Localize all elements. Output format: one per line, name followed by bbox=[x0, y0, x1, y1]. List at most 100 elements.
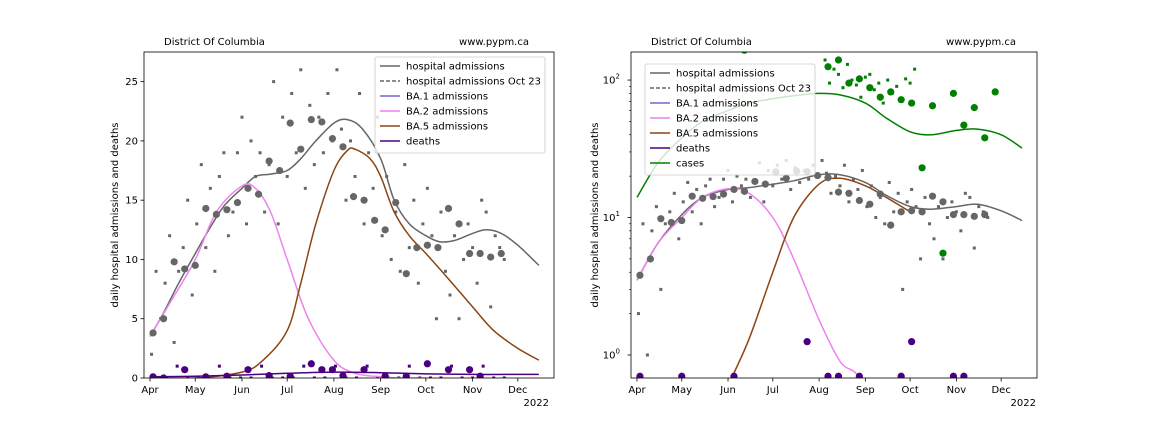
weekly-point-hospital bbox=[855, 196, 863, 205]
weekly-point-hospital bbox=[497, 249, 505, 258]
axes-frame bbox=[143, 51, 555, 379]
weekly-point-deaths bbox=[834, 372, 843, 378]
daily-point-hospital bbox=[231, 210, 235, 214]
daily-point-hospital bbox=[825, 171, 829, 175]
daily-point-hospital bbox=[362, 222, 366, 226]
daily-point-hospital bbox=[887, 180, 891, 184]
weekly-point-hospital bbox=[265, 157, 273, 165]
daily-point-hospital bbox=[860, 168, 864, 172]
weekly-point-deaths bbox=[360, 366, 368, 374]
daily-point-hospital bbox=[892, 210, 896, 214]
weekly-point-deaths bbox=[678, 372, 686, 378]
weekly-point-hospital bbox=[444, 204, 453, 213]
daily-point-hospital bbox=[448, 293, 452, 297]
daily-point-hospital bbox=[489, 305, 493, 309]
daily-point-hospital bbox=[731, 200, 734, 204]
weekly-point-cases bbox=[834, 56, 843, 64]
daily-point-cases bbox=[895, 84, 899, 88]
series-line-ba-2-admissions bbox=[149, 183, 426, 378]
y-axis-ticks: 0 5 10 15 20 25 bbox=[125, 77, 144, 385]
daily-point-hospital bbox=[941, 257, 945, 261]
daily-point-hospital bbox=[190, 293, 194, 297]
legend-entry-label: hospital admissions bbox=[406, 62, 505, 73]
x-axis-year-label: 2022 bbox=[1011, 398, 1036, 409]
weekly-point-cases bbox=[855, 75, 863, 83]
daily-point-hospital bbox=[722, 177, 726, 181]
x-tick-label: Oct bbox=[417, 385, 434, 396]
weekly-point-deaths bbox=[803, 338, 811, 346]
y-tick-exponent: 0 bbox=[616, 347, 620, 355]
weekly-point-hospital bbox=[286, 119, 294, 127]
daily-point-hospital bbox=[235, 151, 239, 155]
x-tick-label: May bbox=[671, 385, 692, 396]
x-tick-label: Jun bbox=[233, 385, 250, 396]
daily-point-hospital bbox=[681, 200, 685, 204]
weekly-point-cases bbox=[876, 93, 884, 101]
daily-point-hospital bbox=[181, 246, 185, 250]
weekly-point-hospital bbox=[360, 196, 368, 204]
daily-point-deaths bbox=[365, 364, 369, 368]
daily-point-hospital bbox=[856, 187, 860, 191]
daily-point-hospital bbox=[425, 186, 429, 190]
daily-point-deaths bbox=[249, 376, 253, 378]
daily-point-hospital bbox=[150, 352, 154, 356]
weekly-point-deaths bbox=[824, 372, 832, 378]
weekly-point-deaths bbox=[636, 372, 644, 378]
legend-entry-label: BA.1 admissions bbox=[406, 92, 488, 103]
daily-point-hospital bbox=[950, 200, 954, 204]
weekly-point-cases bbox=[918, 164, 926, 172]
daily-point-hospital bbox=[910, 187, 914, 191]
daily-point-cases bbox=[832, 67, 836, 71]
daily-point-hospital bbox=[842, 163, 846, 167]
daily-point-deaths bbox=[460, 376, 464, 378]
legend-entry-label: BA.2 admissions bbox=[406, 107, 488, 118]
daily-point-hospital bbox=[789, 187, 793, 191]
daily-point-hospital bbox=[932, 237, 936, 241]
weekly-point-hospital bbox=[413, 244, 421, 252]
weekly-point-hospital bbox=[434, 244, 442, 252]
daily-point-hospital bbox=[780, 177, 784, 181]
y-tick-label: 0 bbox=[132, 374, 138, 385]
weekly-point-cases bbox=[845, 79, 853, 87]
daily-point-deaths bbox=[312, 376, 316, 378]
weekly-point-hospital bbox=[709, 192, 717, 201]
weekly-point-deaths bbox=[444, 366, 453, 374]
daily-point-hospital bbox=[312, 163, 316, 167]
daily-point-deaths bbox=[355, 376, 359, 378]
legend: hospital admissions hospital admissions O… bbox=[374, 56, 546, 154]
daily-point-deaths bbox=[281, 376, 285, 378]
daily-point-hospital bbox=[339, 127, 343, 131]
y-tick-exponent: 2 bbox=[616, 73, 620, 81]
daily-point-hospital bbox=[695, 187, 699, 191]
daily-point-hospital bbox=[240, 115, 244, 119]
daily-point-hospital bbox=[199, 163, 203, 167]
weekly-point-hospital bbox=[845, 189, 853, 197]
weekly-point-hospital bbox=[254, 190, 263, 198]
daily-point-hospital bbox=[466, 222, 470, 226]
daily-point-hospital bbox=[704, 184, 708, 188]
weekly-point-deaths bbox=[402, 372, 410, 378]
daily-point-hospital bbox=[290, 91, 294, 95]
weekly-point-hospital bbox=[244, 184, 252, 192]
weekly-point-hospital bbox=[307, 115, 315, 124]
weekly-point-deaths bbox=[202, 373, 210, 378]
daily-point-hospital bbox=[380, 234, 384, 238]
y-tick-label: 100 bbox=[603, 347, 620, 361]
weekly-point-hospital bbox=[939, 198, 947, 206]
daily-point-hospital bbox=[807, 177, 811, 181]
legend-box bbox=[374, 56, 546, 154]
daily-point-hospital bbox=[798, 180, 802, 184]
weekly-point-hospital bbox=[782, 174, 790, 182]
y-tick-label: 101 bbox=[603, 210, 620, 224]
daily-point-hospital bbox=[923, 195, 927, 199]
daily-point-hospital bbox=[896, 191, 900, 195]
daily-point-hospital bbox=[263, 210, 267, 214]
y-tick-exponent: 1 bbox=[616, 210, 620, 218]
y-tick-label: 10 bbox=[125, 255, 138, 266]
legend-entry-label: BA.5 admissions bbox=[676, 129, 758, 140]
y-tick-base: 10 bbox=[603, 213, 616, 224]
daily-point-deaths bbox=[439, 376, 443, 378]
x-tick-label: Aug bbox=[324, 385, 344, 396]
weekly-point-deaths bbox=[897, 372, 905, 378]
weekly-point-deaths bbox=[381, 372, 389, 378]
